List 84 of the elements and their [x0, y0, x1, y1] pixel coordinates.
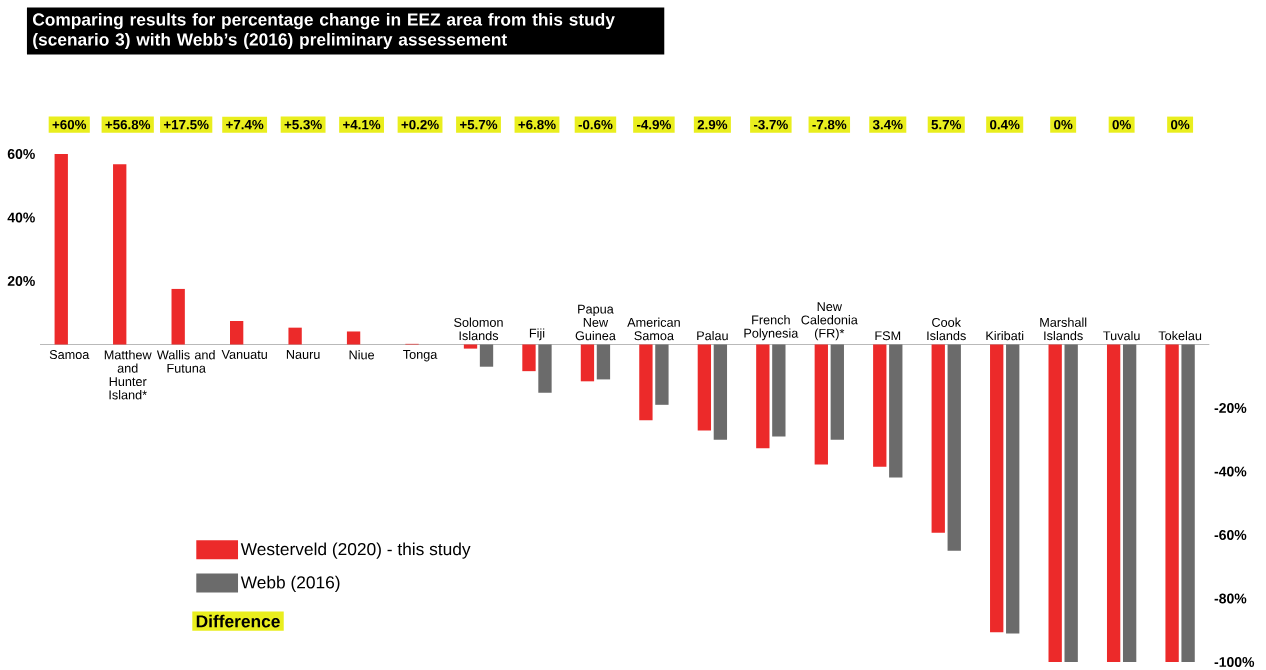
y-tick-label: 60%: [7, 149, 35, 159]
x-tick-label: Vanuatu: [221, 350, 267, 359]
bar: [889, 344, 903, 478]
text: 0%: [1170, 119, 1190, 130]
text: 3.4%: [872, 119, 903, 130]
x-tick-label: Nauru: [286, 350, 320, 359]
x-tick-label: Tonga: [403, 350, 438, 362]
x-tick-label: Samoa: [49, 350, 90, 360]
bar: [990, 344, 1004, 633]
text: +60%: [52, 119, 87, 130]
bar: [54, 153, 68, 345]
bar: [1064, 344, 1078, 662]
text: +6.8%: [518, 119, 556, 130]
x-tick-label: Marshall Islands: [1040, 317, 1087, 341]
chart-title: Comparing results for percentage change in EEZ area from this study (scenario 3) with Webb’s (2016) preliminary assessement: [32, 12, 615, 50]
y2-tick-label: -40%: [1214, 466, 1247, 477]
text: -4.9%: [637, 119, 671, 130]
x-tick-label: Solomon Islands: [454, 317, 503, 341]
bar: [639, 344, 653, 421]
text: +7.4%: [226, 119, 264, 130]
text: 0%: [1112, 119, 1131, 130]
bar: [713, 344, 728, 440]
y-tick-label: 20%: [7, 276, 35, 286]
bar: [1048, 344, 1062, 662]
text: 5.7%: [931, 119, 962, 130]
bar: [463, 344, 478, 349]
bar: [580, 344, 595, 382]
bar: [697, 344, 712, 431]
text: -3.7%: [753, 119, 788, 130]
text: +4.1%: [343, 119, 381, 130]
x-tick-label: Tokelau: [1158, 330, 1202, 341]
bar: [830, 344, 844, 440]
text: -7.8%: [812, 119, 847, 130]
x-tick-label: FSM: [875, 331, 901, 341]
bar: [814, 344, 828, 465]
bar: [346, 331, 361, 345]
text: +56.8%: [105, 119, 151, 130]
text: +5.3%: [284, 119, 322, 130]
text: 0.4%: [990, 119, 1020, 130]
x-tick-label: Niue: [349, 350, 375, 360]
y-tick-label: 40%: [7, 212, 35, 223]
bar: [538, 344, 552, 393]
x-tick-label: Kiribati: [986, 330, 1024, 341]
bar: [655, 344, 669, 405]
text: -0.6%: [578, 119, 613, 130]
x-tick-label: Palau: [697, 330, 728, 341]
annotation: Difference: [196, 614, 280, 628]
x-tick-label: Fiji: [529, 328, 545, 341]
x-tick-label: French Polynesia: [744, 315, 799, 341]
legend-label: Westerveld (2020) - this study: [240, 542, 471, 559]
bar: [1122, 344, 1137, 662]
bar: [1165, 344, 1179, 662]
bar: [113, 164, 127, 345]
bar: [1106, 344, 1121, 662]
y2-tick-label: -60%: [1214, 530, 1247, 540]
text: 0%: [1054, 119, 1073, 130]
y2-tick-label: -100%: [1214, 657, 1255, 667]
y2-tick-label: -80%: [1214, 593, 1247, 604]
bar: [873, 344, 887, 467]
bar: [756, 344, 770, 449]
x-tick-label: Tuvalu: [1103, 330, 1140, 341]
bar: [171, 288, 185, 345]
x-tick-label: American Samoa: [627, 317, 680, 341]
x-tick-label: Papua New Guinea: [575, 304, 616, 341]
text: 2.9%: [697, 119, 728, 130]
y2-tick-label: -20%: [1214, 403, 1247, 413]
text: +17.5%: [163, 119, 209, 130]
bar: [288, 327, 302, 345]
x-tick-label: New Caledonia (FR)*: [801, 302, 858, 341]
bar: [931, 344, 945, 533]
bar: [479, 344, 494, 367]
bar: [596, 344, 611, 380]
text: +5.7%: [459, 119, 498, 130]
bar: [1006, 344, 1020, 634]
text: +0.2%: [401, 119, 439, 130]
bar: [772, 344, 786, 437]
legend-label: Webb (2016): [240, 575, 340, 592]
x-tick-label: Wallis and Futuna: [156, 350, 215, 373]
x-tick-label: Matthew and Hunter Island*: [104, 350, 152, 400]
bar: [1181, 344, 1195, 662]
bar: [522, 344, 536, 372]
x-tick-label: Cook Islands: [927, 317, 966, 341]
bar: [947, 344, 961, 551]
bar: [229, 320, 244, 345]
